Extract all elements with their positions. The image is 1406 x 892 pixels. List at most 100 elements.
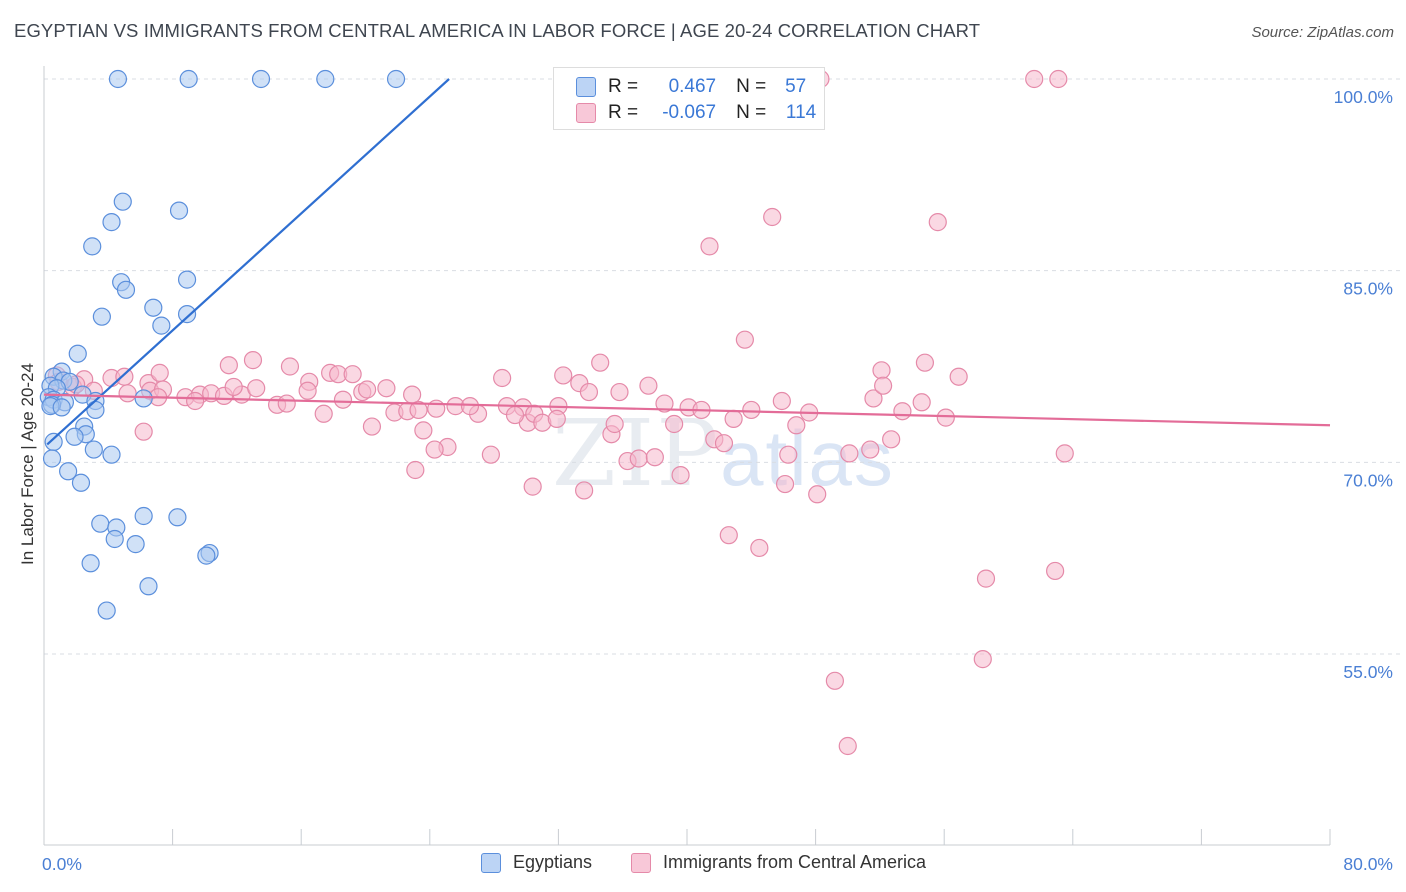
central-america-point [1025,69,1044,89]
central-america-point [427,399,446,418]
egyptians-point [83,237,102,256]
central-america-point [425,440,444,459]
y-tick-label: 85.0% [1343,279,1393,299]
egyptians-swatch [576,77,596,97]
central-america-point [724,409,743,428]
egyptians-point [105,529,124,549]
r-label: R = [608,76,639,97]
egyptians-point [139,577,158,596]
legend-label-egyptians: Egyptians [513,852,593,872]
n-label: N = [736,102,767,123]
central-america-point [118,384,137,403]
source-label: Source: ZipAtlas.com [1251,24,1394,41]
egyptians-point [197,546,216,565]
central-america-point [605,414,624,434]
central-america-point [787,416,806,435]
central-america-point [874,376,893,395]
r-value: 0.467 [668,76,717,97]
egyptians-point [59,462,78,481]
central-america-point [808,485,827,504]
central-america-point [861,440,880,459]
egyptians-point [52,398,71,417]
central-america-swatch [576,103,596,123]
legend-swatch-egyptians [481,852,501,873]
egyptians-point [144,298,163,317]
central-america-point [314,404,333,423]
legend-item-central-america: Immigrants from Central America [631,852,926,873]
central-america-point [481,445,500,464]
egyptians-point [177,305,197,324]
central-america-point [671,466,690,485]
central-america-point [872,361,891,380]
central-america-point [655,394,674,413]
central-america-point [864,389,883,408]
central-america-point [523,477,542,496]
central-america-point [665,414,684,434]
y-tick-label: 55.0% [1343,662,1393,682]
egyptians-point [134,506,153,526]
stats-legend: R = 0.467 N = 57 R = -0.067 N = 114 [553,67,825,130]
legend-label-central-america: Immigrants from Central America [663,852,927,872]
egyptians-point [179,69,198,89]
central-america-point [134,422,153,441]
egyptians-point [71,473,91,492]
egyptians-point [68,344,87,363]
legend-swatch-central-america [631,852,651,873]
egyptians-point [152,316,171,335]
y-tick-label: 100.0% [1334,87,1393,107]
egyptians-point [316,69,335,89]
central-america-point [186,391,205,411]
central-america-point [772,391,791,411]
central-america-point [362,417,382,436]
chart-title: EGYPTIAN VS IMMIGRANTS FROM CENTRAL AMER… [14,20,981,41]
n-value: 114 [785,102,817,123]
central-america-point [750,538,769,558]
central-america-point [403,385,422,404]
egyptians-point [386,69,406,89]
central-america-point [893,402,912,421]
stats-row-egyptians: R = 0.467 N = 57 [576,75,806,99]
central-america-point [575,481,594,500]
central-america-point [882,430,901,449]
central-america-point [224,377,243,397]
central-america-point [912,393,931,412]
central-america-point [775,474,795,494]
central-america-point [343,365,362,384]
central-america-point [928,213,947,232]
egyptians-point [102,445,121,464]
central-america-point [629,449,648,468]
central-america-point [779,445,798,464]
central-america-point [298,381,317,400]
egyptians-point [84,440,103,459]
central-america-point [976,569,996,588]
central-america-point [1055,444,1074,463]
y-tick-label: 70.0% [1343,470,1393,490]
n-label: N = [736,76,767,97]
central-america-point [936,408,955,427]
central-america-point [742,400,761,420]
central-america-point [825,671,844,690]
stats-row-central-america: R = -0.067 N = 114 [576,101,816,125]
central-america-point [150,363,169,382]
central-america-point [243,351,263,370]
central-america-point [280,357,300,376]
egyptians-point [92,307,111,326]
egyptians-point [251,69,271,89]
egyptians-point [169,201,189,220]
central-america-point [838,736,857,756]
central-america-point [406,460,425,480]
central-america-point [579,382,599,402]
central-america-point [358,380,377,399]
central-america-point [1046,561,1065,581]
central-america-point [115,367,134,386]
central-america-point [1049,69,1068,89]
central-america-point [840,444,859,463]
egyptians-point [97,601,116,620]
central-america-point [719,526,738,545]
egyptians-point [65,427,84,446]
central-america-point [949,367,968,386]
legend-item-egyptians: Egyptians [481,852,592,873]
central-america-point [460,397,480,416]
egyptians-point [134,389,153,408]
central-america-point [763,207,782,227]
